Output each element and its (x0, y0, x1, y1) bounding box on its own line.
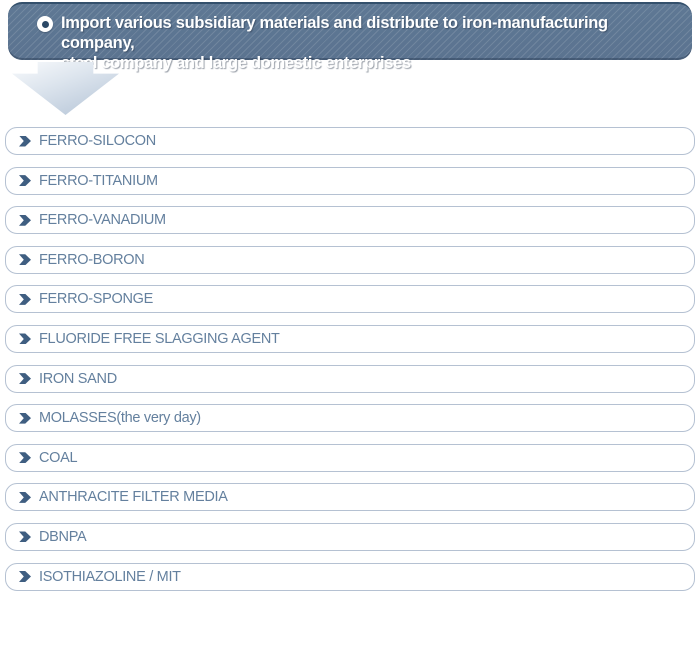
list-item-label: IRON SAND (39, 370, 117, 387)
list-item[interactable]: ANTHRACITE FILTER MEDIA (5, 483, 695, 512)
list-item[interactable]: FERRO-SILOCON (5, 127, 695, 155)
list-item[interactable]: IRON SAND (5, 364, 695, 393)
chevron-right-icon (19, 412, 31, 424)
chevron-right-icon (19, 254, 31, 266)
chevron-right-icon (19, 452, 31, 464)
chevron-right-icon (19, 175, 31, 187)
header-text-line2: steel company and large domestic enterpr… (61, 54, 411, 72)
list-item-label: FLUORIDE FREE SLAGGING AGENT (39, 330, 280, 347)
list-item[interactable]: DBNPA (5, 522, 695, 551)
list-item[interactable]: FERRO-TITANIUM (5, 166, 695, 195)
list-item-label: FERRO-SILOCON (39, 133, 156, 149)
dot-circle-inner-dot (41, 20, 49, 28)
list-item-label: FERRO-BORON (39, 251, 145, 268)
chevron-right-icon (19, 531, 31, 543)
list-item[interactable]: FERRO-BORON (5, 245, 695, 274)
list-item-label: ANTHRACITE FILTER MEDIA (39, 489, 228, 506)
header-text-line1: Import various subsidiary materials and … (61, 14, 608, 52)
list-item[interactable]: MOLASSES(the very day) (5, 404, 695, 433)
list-item-label: ISOTHIAZOLINE / MIT (39, 568, 181, 585)
chevron-right-icon (19, 214, 31, 226)
chevron-right-icon (19, 571, 31, 583)
list-item-label: FERRO-VANADIUM (39, 212, 166, 229)
list-item[interactable]: ISOTHIAZOLINE / MIT (5, 562, 695, 591)
chevron-right-icon (19, 373, 31, 385)
list-item-label: MOLASSES(the very day) (39, 410, 201, 427)
list-item[interactable]: FLUORIDE FREE SLAGGING AGENT (5, 324, 695, 353)
chevron-right-icon (19, 135, 31, 147)
header-banner: Import various subsidiary materials and … (8, 2, 692, 72)
chevron-right-icon (19, 293, 31, 305)
list-item[interactable]: COAL (5, 443, 695, 472)
chevron-right-icon (19, 491, 31, 503)
list-item[interactable]: FERRO-VANADIUM (5, 206, 695, 235)
list-item-label: COAL (39, 449, 78, 466)
header-text: Import various subsidiary materials and … (61, 13, 674, 73)
list-item-label: FERRO-TITANIUM (39, 172, 158, 189)
list-item-label: DBNPA (39, 528, 87, 545)
product-list: FERRO-SILOCON FERRO-TITANIUM FERRO-VANAD… (5, 127, 695, 602)
list-item[interactable]: FERRO-SPONGE (5, 285, 695, 314)
list-item-label: FERRO-SPONGE (39, 291, 154, 308)
chevron-right-icon (19, 333, 31, 345)
dot-circle-icon (37, 16, 53, 32)
